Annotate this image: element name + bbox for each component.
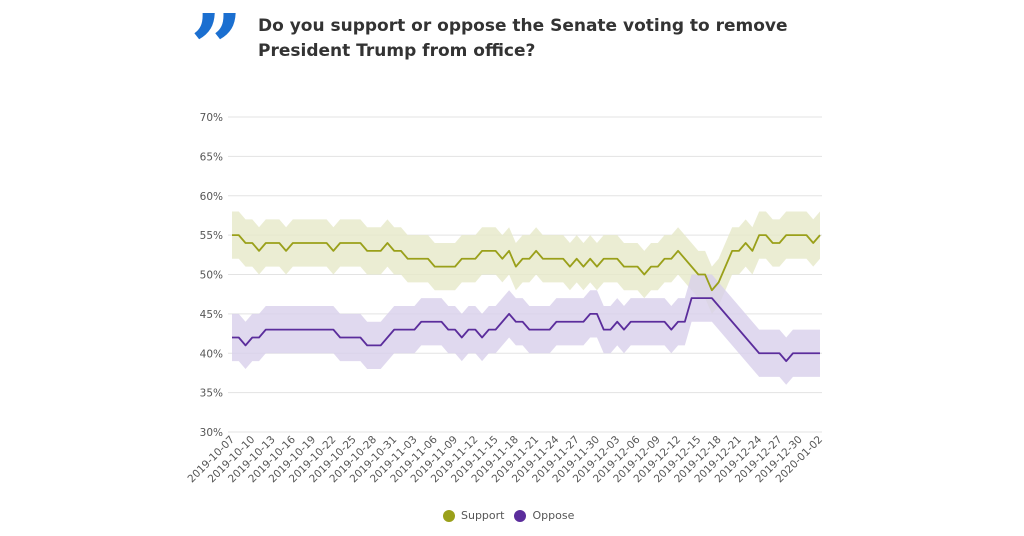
support-confidence-band (232, 211, 820, 314)
legend-swatch-oppose (514, 509, 527, 522)
legend-item-support[interactable]: Support (443, 509, 504, 522)
legend-item-oppose[interactable]: Oppose (514, 509, 574, 522)
legend-label-support: Support (461, 509, 505, 522)
legend: Support Oppose (443, 509, 584, 522)
y-tick-label: 60% (200, 191, 223, 203)
quote-icon: ” (190, 0, 243, 102)
y-tick-label: 45% (200, 309, 223, 321)
y-tick-label: 50% (200, 270, 223, 282)
support-line (232, 234, 821, 292)
oppose-line (232, 297, 820, 363)
y-tick-label: 65% (200, 151, 223, 163)
legend-label-oppose: Oppose (532, 509, 575, 522)
y-tick-label: 70% (200, 112, 223, 124)
chart-title: Do you support or oppose the Senate voti… (258, 16, 788, 61)
oppose-confidence-band (232, 274, 820, 385)
y-tick-label: 35% (200, 388, 223, 400)
y-tick-label: 55% (200, 230, 223, 242)
y-tick-label: 40% (200, 348, 223, 360)
y-tick-label: 30% (200, 427, 223, 439)
legend-swatch-support (443, 509, 455, 522)
